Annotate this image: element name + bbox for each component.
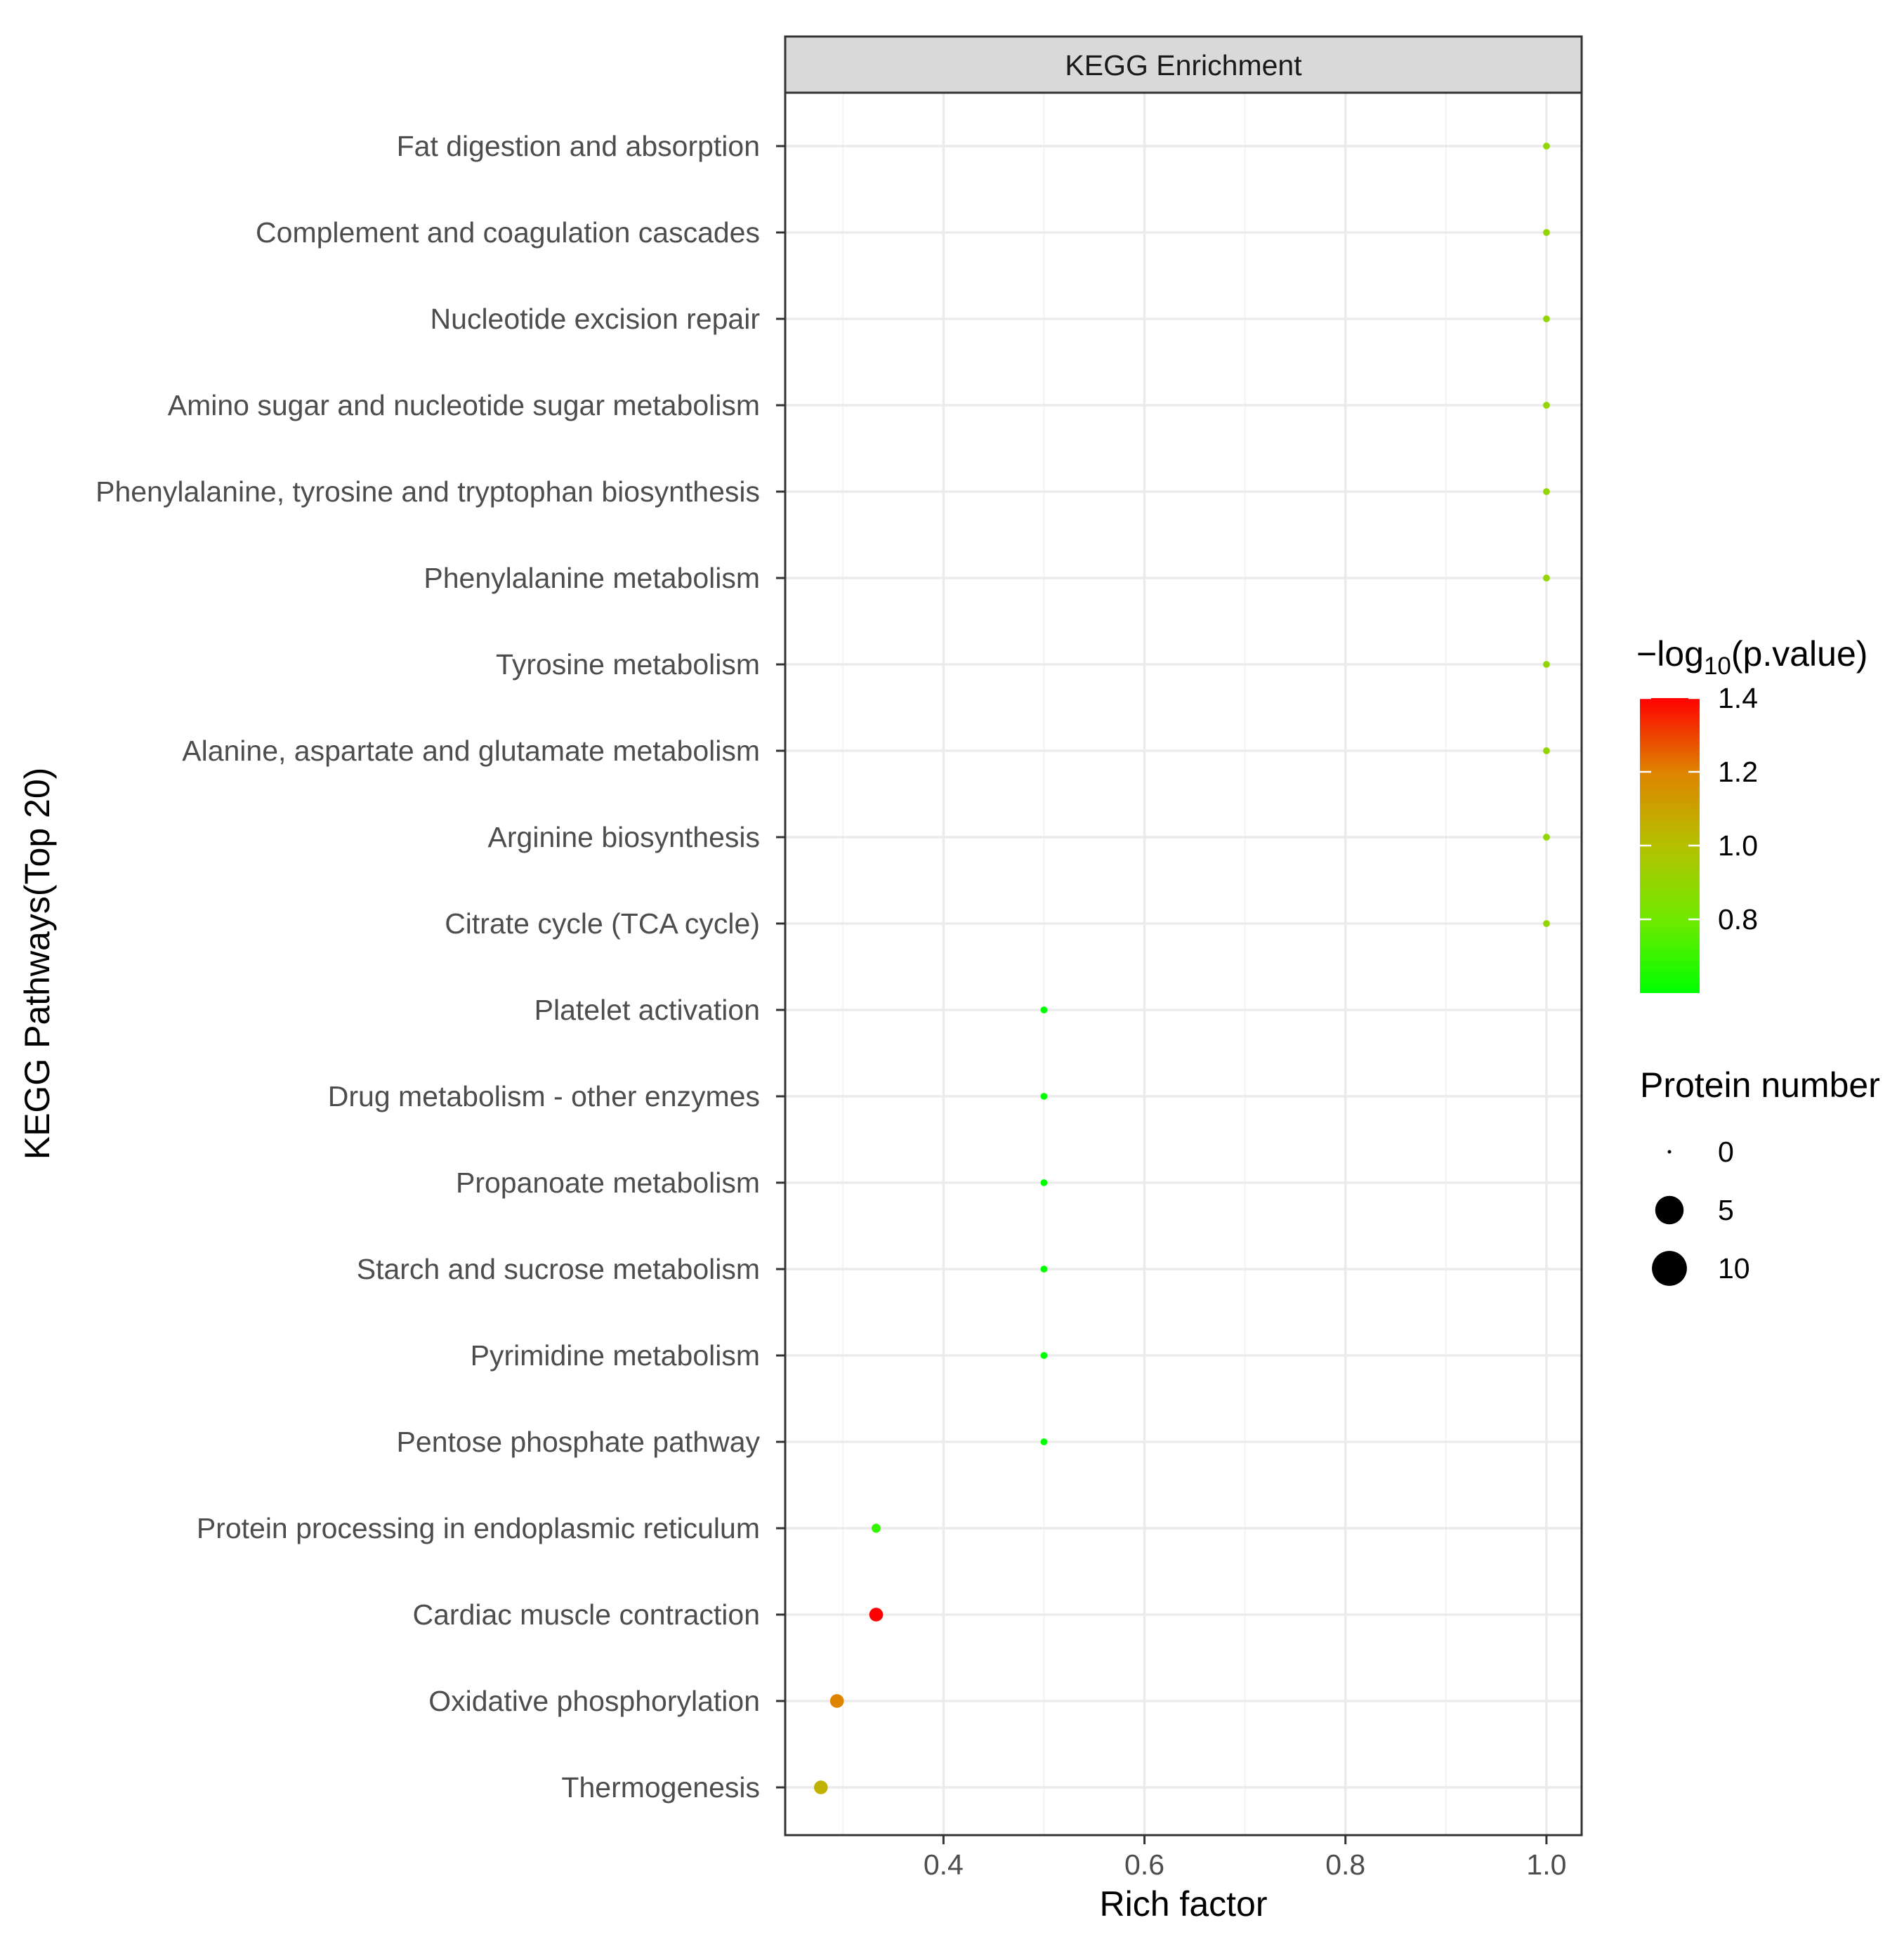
- chart-title: KEGG Enrichment: [1065, 49, 1302, 81]
- y-tick-label: Thermogenesis: [561, 1771, 760, 1804]
- data-point: [1040, 1352, 1048, 1359]
- colorbar-label: 1.4: [1718, 682, 1758, 714]
- data-point: [1543, 488, 1550, 495]
- y-tick-label: Cardiac muscle contraction: [413, 1598, 760, 1631]
- x-tick-label: 0.8: [1325, 1848, 1365, 1881]
- y-tick-label: Oxidative phosphorylation: [428, 1685, 760, 1717]
- x-tick-label: 0.4: [924, 1848, 964, 1881]
- data-point: [1543, 747, 1550, 754]
- y-tick-label: Nucleotide excision repair: [431, 303, 760, 335]
- y-tick-label: Pentose phosphate pathway: [397, 1426, 761, 1458]
- size-legend-label: 10: [1718, 1252, 1750, 1285]
- y-tick-label: Propanoate metabolism: [456, 1167, 760, 1199]
- data-point: [1543, 315, 1550, 322]
- data-point: [1543, 229, 1550, 236]
- y-tick-label: Citrate cycle (TCA cycle): [445, 907, 760, 940]
- y-tick-label: Fat digestion and absorption: [397, 130, 760, 162]
- data-points: [813, 143, 1550, 1794]
- data-point: [1040, 1179, 1048, 1186]
- data-point: [1543, 143, 1550, 150]
- size-legend-key: [1652, 1251, 1687, 1286]
- data-point: [1543, 402, 1550, 409]
- y-tick-label: Arginine biosynthesis: [488, 821, 760, 853]
- x-tick-label: 1.0: [1526, 1848, 1566, 1881]
- y-tick-label: Complement and coagulation cascades: [256, 216, 760, 249]
- data-point: [1040, 1006, 1048, 1013]
- size-legend: 0 5 10: [1652, 1136, 1750, 1286]
- y-tick-label: Pyrimidine metabolism: [471, 1339, 760, 1372]
- size-legend-title: Protein number: [1640, 1065, 1880, 1105]
- x-axis-title: Rich factor: [1100, 1884, 1268, 1924]
- data-point: [1543, 920, 1550, 927]
- colorbar-ticks: 1.4 1.2 1.0 0.8: [1640, 682, 1758, 935]
- color-legend-title-prefix: −log: [1636, 634, 1704, 674]
- y-tick-label: Platelet activation: [534, 994, 760, 1026]
- data-point: [829, 1694, 844, 1708]
- colorbar-label: 1.2: [1718, 756, 1758, 788]
- y-tick-label: Protein processing in endoplasmic reticu…: [197, 1512, 760, 1544]
- data-point: [1543, 574, 1550, 582]
- colorbar-label: 0.8: [1718, 903, 1758, 935]
- size-legend-label: 0: [1718, 1136, 1734, 1168]
- grid-lines: [785, 93, 1582, 1835]
- data-point: [872, 1523, 881, 1533]
- colorbar-label: 1.0: [1718, 829, 1758, 862]
- color-legend-title-subscript: 10: [1704, 652, 1731, 680]
- size-legend-key: [1655, 1195, 1684, 1225]
- panel-border: [784, 91, 1583, 1837]
- data-point: [1040, 1093, 1048, 1100]
- facet-strip: [784, 35, 1583, 94]
- y-tick-label: Starch and sucrose metabolism: [357, 1253, 760, 1285]
- size-legend-label: 5: [1718, 1194, 1734, 1226]
- y-tick-label: Phenylalanine metabolism: [424, 562, 760, 594]
- y-axis: Fat digestion and absorption Complement a…: [96, 130, 785, 1804]
- data-point: [1040, 1438, 1048, 1445]
- y-tick-label: Drug metabolism - other enzymes: [328, 1080, 760, 1112]
- x-tick-label: 0.6: [1124, 1848, 1164, 1881]
- data-point: [1543, 661, 1550, 668]
- data-point: [869, 1608, 884, 1622]
- y-tick-label: Phenylalanine, tyrosine and tryptophan b…: [96, 475, 760, 508]
- y-tick-label: Tyrosine metabolism: [496, 648, 760, 681]
- data-point: [813, 1780, 828, 1794]
- data-point: [1040, 1266, 1048, 1273]
- y-axis-title: KEGG Pathways(Top 20): [18, 768, 57, 1160]
- y-tick-label: Amino sugar and nucleotide sugar metabol…: [168, 389, 760, 421]
- y-tick-label: Alanine, aspartate and glutamate metabol…: [182, 735, 760, 767]
- size-legend-key: [1667, 1150, 1672, 1154]
- color-legend-title: −log10(p.value): [1636, 634, 1867, 680]
- color-legend-title-suffix: (p.value): [1731, 634, 1868, 674]
- data-point: [1543, 834, 1550, 841]
- x-axis: 0.4 0.6 0.8 1.0: [924, 1835, 1566, 1881]
- plot-panel: [785, 93, 1582, 1835]
